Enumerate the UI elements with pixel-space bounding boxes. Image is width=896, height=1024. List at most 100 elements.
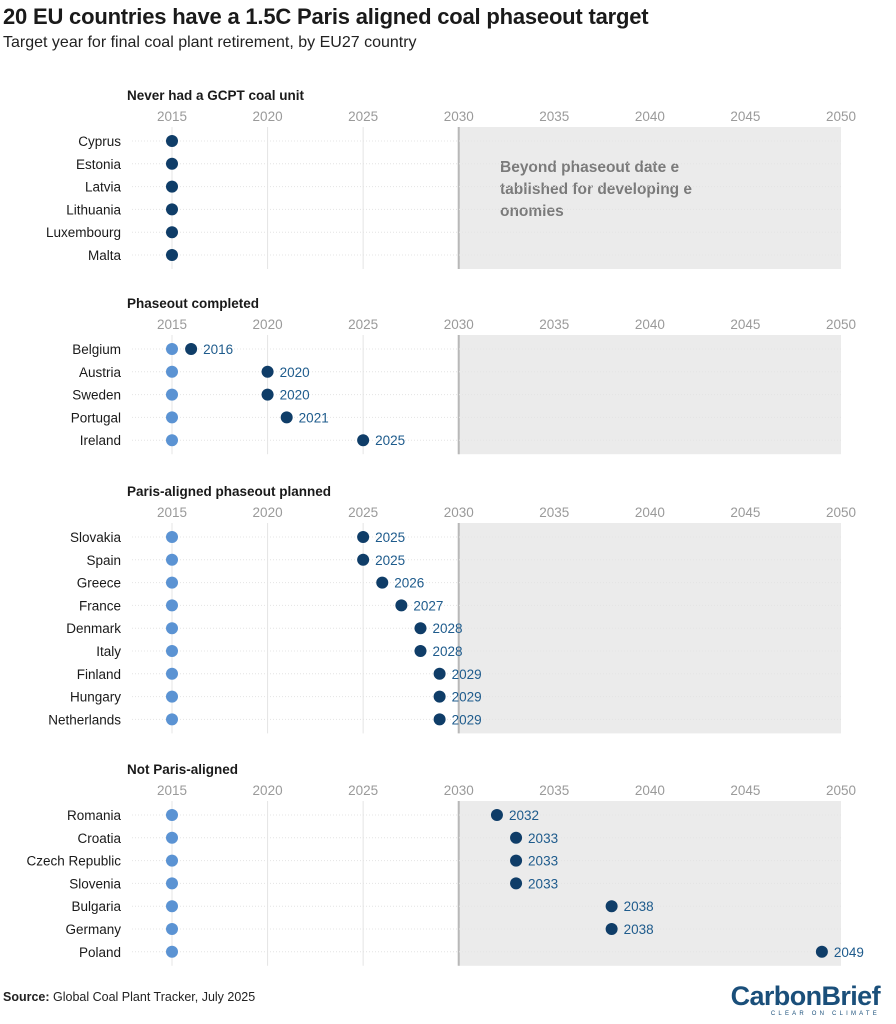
end-dot (510, 854, 523, 867)
annotation-line: Beyond phaseout date e (500, 159, 680, 176)
tick-label: 2020 (253, 505, 283, 520)
start-dot (166, 854, 178, 867)
value-label: 2027 (413, 598, 443, 613)
end-dot (261, 388, 274, 401)
country-label: Austria (79, 365, 122, 380)
start-dot (166, 622, 178, 635)
tick-label: 2040 (635, 317, 665, 332)
panel-title: Paris-aligned phaseout planned (127, 484, 331, 499)
country-row: Estonia (76, 157, 841, 172)
country-label: Netherlands (48, 712, 121, 727)
country-row: Ireland 2025 (80, 433, 841, 448)
tick-label: 2040 (635, 109, 665, 124)
tick-label: 2020 (253, 783, 283, 798)
tick-label: 2035 (539, 109, 569, 124)
tick-label: 2050 (826, 317, 856, 332)
tick-label: 2045 (730, 783, 760, 798)
start-dot (166, 831, 178, 844)
end-dot (357, 531, 370, 543)
start-dot (166, 411, 178, 424)
panel-2: Phaseout completed 2015 2020 2025 2030 2035 20… (71, 296, 856, 455)
country-label: Spain (86, 553, 121, 568)
tick-label: 2045 (730, 505, 760, 520)
end-dot (280, 411, 293, 424)
end-dot (376, 576, 389, 589)
chart-title: 20 EU countries have a 1.5C Paris aligne… (3, 4, 649, 29)
country-label: Poland (79, 945, 121, 960)
end-dot (433, 713, 446, 726)
tick-label: 2045 (730, 317, 760, 332)
country-label: Finland (77, 667, 121, 682)
source-label: Source: (3, 990, 50, 1004)
tick-label: 2015 (157, 783, 187, 798)
end-dot (815, 945, 828, 958)
value-label: 2029 (452, 712, 482, 727)
tick-label: 2030 (444, 783, 474, 798)
value-label: 2038 (624, 922, 654, 937)
country-row: Bulgaria 2038 (71, 899, 841, 914)
end-dot (166, 157, 178, 170)
country-row: Lithuania (66, 202, 841, 217)
country-row: Latvia (85, 180, 841, 195)
end-dot (166, 180, 178, 193)
country-label: Estonia (76, 157, 122, 172)
tick-label: 2035 (539, 505, 569, 520)
value-label: 2021 (299, 410, 329, 425)
panel-3: Paris-aligned phaseout planned 2015 2020 20… (48, 484, 856, 734)
tick-label: 2020 (253, 317, 283, 332)
tick-label: 2035 (539, 783, 569, 798)
start-dot (166, 877, 178, 890)
tick-label: 2050 (826, 783, 856, 798)
country-label: Belgium (72, 342, 121, 357)
shaded-region (458, 127, 841, 269)
country-label: Greece (77, 576, 121, 591)
country-row: Denmark 2028 (66, 621, 841, 636)
country-label: Latvia (85, 180, 122, 195)
tick-label: 2025 (348, 109, 378, 124)
end-dot (166, 226, 178, 239)
start-dot (166, 553, 178, 566)
tick-label: 2030 (444, 317, 474, 332)
country-label: Slovenia (69, 876, 121, 891)
tick-label: 2025 (348, 317, 378, 332)
start-dot (166, 900, 178, 913)
end-dot (261, 365, 274, 378)
country-row: Hungary 2029 (70, 690, 841, 705)
end-dot (357, 434, 370, 447)
end-dot (510, 877, 523, 890)
value-label: 2033 (528, 876, 558, 891)
start-dot (166, 434, 178, 447)
end-dot (395, 599, 408, 612)
start-dot (166, 645, 178, 657)
source-text: Global Coal Plant Tracker, July 2025 (49, 990, 256, 1004)
country-row: Slovakia 2025 (70, 530, 841, 545)
country-label: Romania (67, 808, 122, 823)
country-row: Finland 2029 (77, 667, 841, 682)
value-label: 2016 (203, 342, 233, 357)
tick-label: 2025 (348, 505, 378, 520)
dumbbell-chart: Never had a GCPT coal unit 2015 2020 2025 20… (26, 88, 864, 966)
country-row: Sweden 2020 (72, 388, 841, 403)
end-dot (166, 249, 178, 261)
country-row: Spain 2025 (86, 553, 841, 568)
country-label: Lithuania (66, 202, 121, 217)
value-label: 2026 (394, 576, 424, 591)
value-label: 2029 (452, 690, 482, 705)
logo-wordmark: CarbonBrief (730, 981, 881, 1011)
country-label: Malta (88, 248, 122, 263)
country-row: Croatia 2033 (77, 831, 841, 846)
carbonbrief-logo[interactable]: CarbonBrief CLEAR ON CLIMATE (730, 981, 881, 1017)
country-row: Slovenia 2033 (69, 876, 841, 891)
country-label: Italy (96, 644, 121, 659)
end-dot (510, 831, 523, 844)
start-dot (166, 690, 178, 703)
end-dot (414, 622, 427, 635)
end-dot (185, 343, 198, 355)
country-row: Germany 2038 (65, 922, 841, 937)
annotation-line: tablished for developing e (500, 181, 692, 198)
tick-label: 2030 (444, 505, 474, 520)
end-dot (166, 135, 178, 147)
end-dot (605, 900, 618, 913)
country-row: Austria 2020 (79, 365, 841, 380)
tick-label: 2025 (348, 783, 378, 798)
